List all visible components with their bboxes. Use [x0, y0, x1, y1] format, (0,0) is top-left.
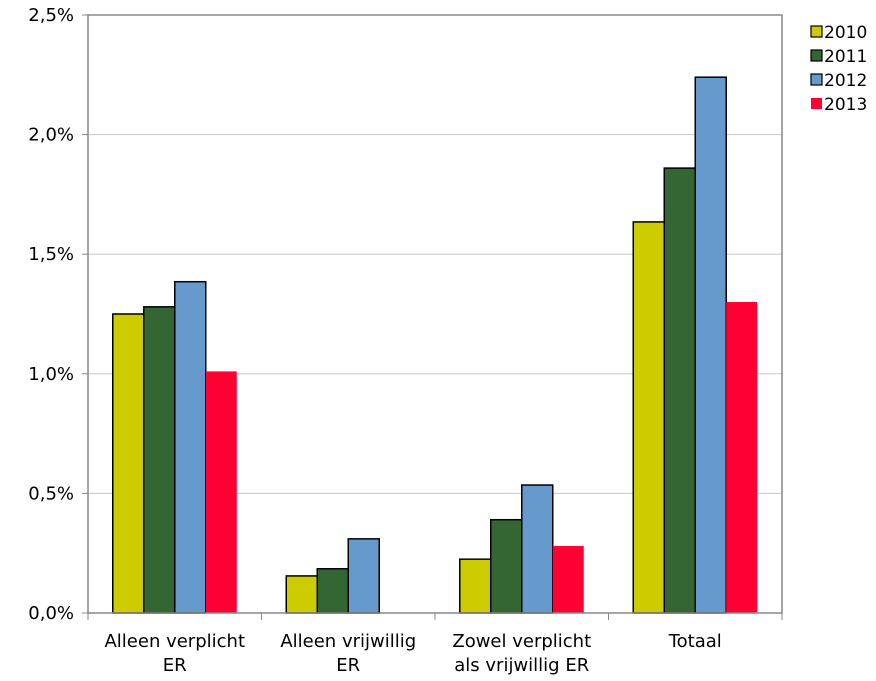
bar-2013-3 — [726, 302, 758, 613]
legend-swatch-2012 — [810, 73, 823, 86]
bar-2010-1 — [285, 575, 318, 614]
legend-label-2011: 2011 — [824, 47, 867, 67]
legend-swatch-2011 — [810, 49, 823, 62]
bar-2011-0 — [143, 306, 176, 614]
x-category-label: Totaal — [668, 631, 722, 652]
x-category-label: Alleen vrijwillig — [280, 631, 416, 652]
y-tick-label: 1,5% — [28, 244, 74, 265]
bar-2011-2 — [490, 518, 523, 614]
legend: 2010 2011 2012 2013 — [810, 23, 867, 115]
y-tick-label: 1,0% — [28, 364, 74, 385]
bar-2010-2 — [459, 558, 492, 614]
axes — [87, 14, 783, 620]
bar-2012-1 — [347, 538, 380, 614]
bar-2010-0 — [112, 313, 145, 614]
x-category-label: Zowel verplicht — [452, 631, 591, 652]
legend-swatch-2010 — [810, 25, 823, 38]
bar-2010-3 — [632, 221, 665, 614]
bar-2013-2 — [552, 546, 584, 613]
y-tick-label: 2,0% — [28, 125, 74, 146]
x-category-label: ER — [336, 655, 360, 676]
legend-label-2013: 2013 — [824, 95, 867, 115]
bar-2011-3 — [663, 167, 696, 614]
y-tick-label: 0,5% — [28, 483, 74, 504]
bar-2012-0 — [174, 280, 207, 614]
legend-label-2012: 2012 — [824, 71, 867, 91]
x-category-label: als vrijwillig ER — [454, 655, 589, 676]
bars — [112, 76, 758, 614]
y-tick-label: 0,0% — [28, 603, 74, 624]
y-tick-label: 2,5% — [28, 5, 74, 26]
y-axis-ticks: 0,0% 0,5% 1,0% 1,5% 2,0% 2,5% — [28, 5, 88, 624]
bar-2011-1 — [316, 567, 349, 614]
x-category-label: Alleen verplicht — [104, 631, 245, 652]
bar-2012-3 — [694, 76, 727, 614]
bar-2012-2 — [521, 484, 554, 614]
legend-label-2010: 2010 — [824, 23, 867, 43]
x-axis-labels: Alleen verplicht ER Alleen vrijwillig ER Zow… — [104, 631, 721, 676]
legend-swatch-2013 — [811, 98, 822, 109]
x-category-label: ER — [163, 655, 187, 676]
bar-2013-0 — [205, 371, 237, 613]
